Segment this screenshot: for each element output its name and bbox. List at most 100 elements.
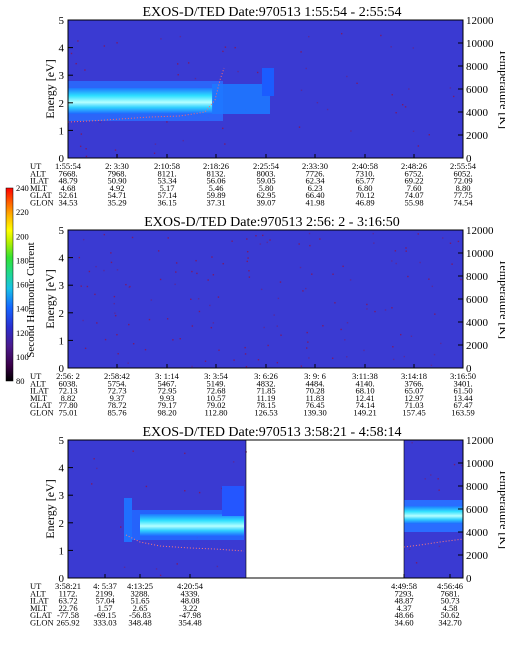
noise-speck: [277, 297, 280, 300]
orbit-cell: 163.59: [451, 408, 474, 418]
noise-speck: [128, 323, 130, 326]
colorbar-tick-label: 140: [16, 304, 29, 314]
noise-speck: [175, 262, 178, 264]
orbit-cell: 57.14: [157, 190, 177, 200]
noise-speck: [155, 568, 158, 570]
temperature-tick-label: 4000: [466, 527, 489, 539]
noise-speck: [96, 467, 98, 470]
noise-speck: [391, 307, 393, 309]
orbit-cell: 5149.: [206, 378, 225, 388]
orbit-cell: 78.72: [107, 400, 126, 410]
noise-speck: [160, 38, 162, 40]
panel-3-axis-ticks: 0 1 2 3 4 5 0 2000 4000 6000 8000 10000 12000: [59, 435, 495, 585]
orbit-row-label: ILAT: [30, 176, 49, 186]
noise-speck: [224, 46, 227, 48]
orbit-cell: 7310.: [355, 168, 374, 178]
panel-3-temperature-trace-left: [125, 534, 245, 552]
orbit-row-label: ILAT: [30, 596, 49, 606]
orbit-cell: 71.03: [404, 400, 423, 410]
noise-speck: [392, 346, 394, 348]
orbit-cell: 78.15: [256, 400, 275, 410]
orbit-cell: 79.17: [157, 400, 176, 410]
noise-speck: [117, 353, 119, 355]
noise-speck: [349, 279, 352, 281]
panel-1-y2-label: Temperature [K]: [497, 49, 505, 129]
orbit-cell: -77.58: [57, 610, 79, 620]
orbit-cell: 39.07: [256, 198, 275, 208]
noise-speck: [129, 285, 131, 288]
noise-speck: [332, 273, 334, 275]
noise-speck: [113, 295, 116, 298]
orbit-cell: 6752.: [404, 168, 423, 178]
noise-speck: [113, 302, 115, 305]
orbit-cell: 1.57: [98, 603, 113, 613]
noise-speck: [194, 77, 197, 80]
noise-speck: [222, 127, 224, 130]
orbit-cell: 112.80: [204, 408, 227, 418]
noise-speck: [231, 240, 233, 242]
orbit-cell: 76.45: [305, 400, 324, 410]
orbit-cell: 37.31: [206, 198, 225, 208]
orbit-cell: 10.57: [206, 393, 225, 403]
noise-speck: [419, 261, 421, 264]
noise-speck: [408, 548, 411, 551]
noise-speck: [384, 309, 387, 311]
orbit-cell: 3: 1:14: [155, 371, 180, 381]
orbit-cell: 98.20: [157, 408, 176, 418]
noise-speck: [308, 357, 310, 359]
panel-3-band-core: [140, 514, 244, 536]
orbit-cell: 77.80: [58, 400, 77, 410]
noise-speck: [211, 256, 213, 258]
orbit-cell: 3.22: [183, 603, 198, 613]
noise-speck: [104, 338, 107, 341]
orbit-cell: 48.87: [394, 596, 413, 606]
energy-tick-label: 1: [59, 545, 65, 557]
orbit-cell: 7668.: [58, 168, 77, 178]
noise-speck: [326, 108, 329, 111]
panel-3-title: EXOS-D/TED Date:970513 3:58:21 - 4:58:14: [143, 425, 402, 440]
orbit-cell: 8121.: [157, 168, 176, 178]
noise-speck: [391, 260, 393, 262]
temperature-tick-label: 12000: [466, 15, 494, 27]
noise-speck: [191, 365, 193, 368]
noise-speck: [401, 104, 404, 106]
noise-speck: [350, 130, 352, 132]
orbit-row-label: GLAT: [30, 610, 53, 620]
panel-1: EXOS-D/TED Date:970513 1:55:54 - 2:55:54…: [30, 5, 505, 208]
panel-1-band-tail: [212, 84, 270, 114]
noise-speck: [96, 322, 98, 324]
orbit-row-label: MLT: [30, 393, 48, 403]
noise-speck: [342, 265, 344, 268]
noise-speck: [196, 272, 198, 275]
panel-3-plot-area-left: [68, 440, 246, 578]
energy-tick-label: 4: [59, 43, 65, 55]
orbit-cell: 50.73: [440, 596, 459, 606]
orbit-cell: 46.89: [355, 198, 374, 208]
noise-speck: [166, 318, 169, 320]
noise-speck: [78, 256, 81, 259]
orbit-cell: 72.13: [58, 386, 77, 396]
noise-speck: [190, 298, 192, 301]
orbit-cell: 4:49:58: [391, 581, 417, 591]
temperature-tick-label: 6000: [466, 294, 489, 306]
noise-speck: [99, 121, 101, 123]
orbit-cell: 1172.: [59, 588, 78, 598]
noise-speck: [182, 139, 184, 142]
noise-speck: [346, 75, 348, 78]
noise-speck: [300, 51, 302, 53]
noise-speck: [132, 343, 135, 345]
temperature-tick-label: 8000: [466, 61, 489, 73]
orbit-cell: 4.68: [61, 183, 76, 193]
noise-speck: [91, 483, 93, 485]
noise-speck: [430, 364, 433, 367]
noise-speck: [344, 339, 346, 341]
temperature-tick-label: 6000: [466, 84, 489, 96]
noise-speck: [380, 34, 382, 37]
orbit-cell: 4.58: [443, 603, 458, 613]
noise-speck: [176, 63, 179, 65]
noise-speck: [302, 290, 304, 292]
orbit-cell: 348.48: [128, 618, 151, 628]
orbit-cell: 50.90: [107, 176, 126, 186]
noise-speck: [79, 145, 82, 148]
